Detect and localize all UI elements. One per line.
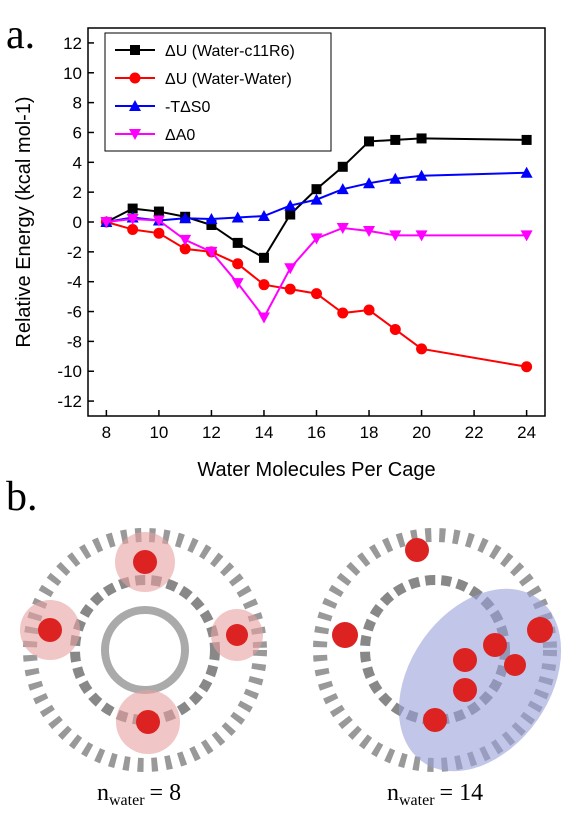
y-tick-label: -4: [67, 273, 82, 292]
point: [127, 224, 138, 235]
y-tick-label: 4: [73, 153, 82, 172]
y-tick-label: -2: [67, 243, 82, 262]
point: [312, 184, 322, 194]
y-axis-label: Relative Energy (kcal mol-1): [13, 96, 35, 347]
x-tick-label: 24: [517, 423, 536, 442]
caption: nwater = 8: [97, 780, 181, 809]
point: [390, 135, 400, 145]
point: [337, 308, 348, 319]
point: [258, 313, 270, 324]
y-tick-label: 6: [73, 123, 82, 142]
caption: nwater = 14: [387, 780, 483, 809]
point: [258, 279, 269, 290]
caption-text: = 14: [440, 780, 484, 806]
panel-label: b.: [6, 474, 38, 520]
x-tick-label: 20: [412, 423, 431, 442]
molecule-8: [20, 532, 263, 765]
point: [311, 194, 323, 205]
y-tick-label: 2: [73, 183, 82, 202]
y-tick-label: 8: [73, 94, 82, 113]
legend-label: -TΔS0: [165, 99, 210, 116]
point: [416, 343, 427, 354]
caption-symbol: n: [97, 780, 109, 806]
point: [311, 288, 322, 299]
x-tick-label: 10: [149, 423, 168, 442]
x-tick-label: 22: [465, 423, 484, 442]
point: [153, 228, 164, 239]
point: [285, 284, 296, 295]
point: [521, 361, 532, 372]
x-tick-label: 18: [360, 423, 379, 442]
caption-subscript: water: [109, 792, 145, 809]
y-tick-label: 0: [73, 213, 82, 232]
caption-text: = 8: [150, 780, 182, 806]
point: [390, 324, 401, 335]
point: [232, 258, 243, 269]
point: [233, 238, 243, 248]
x-tick-label: 14: [255, 423, 274, 442]
point: [364, 136, 374, 146]
molecule-14: [320, 535, 577, 802]
legend-marker: [130, 45, 140, 55]
y-tick-label: 12: [63, 34, 82, 53]
point: [417, 133, 427, 143]
caption-symbol: n: [387, 780, 399, 806]
point: [522, 135, 532, 145]
point: [259, 253, 269, 263]
point: [338, 162, 348, 172]
panel-label: a.: [6, 12, 35, 58]
legend-marker: [130, 73, 141, 84]
point: [284, 263, 296, 274]
x-axis-label: Water Molecules Per Cage: [197, 459, 435, 481]
x-tick-label: 12: [202, 423, 221, 442]
point: [179, 235, 191, 246]
y-tick-label: -10: [57, 362, 82, 381]
y-tick-label: -6: [67, 303, 82, 322]
figure: a. b. -12-10-8-6-4-202468101281012141618…: [0, 0, 577, 818]
point: [364, 305, 375, 316]
x-tick-label: 16: [307, 423, 326, 442]
y-tick-label: -12: [57, 392, 82, 411]
legend-label: ΔA0: [165, 127, 195, 144]
y-tick-label: 10: [63, 64, 82, 83]
molecule-images: [20, 532, 577, 802]
x-tick-label: 8: [102, 423, 111, 442]
legend-label: ΔU (Water-Water): [165, 71, 292, 88]
caption-subscript: water: [399, 792, 435, 809]
point: [285, 210, 295, 220]
legend-label: ΔU (Water-c11R6): [165, 43, 295, 60]
y-tick-label: -8: [67, 332, 82, 351]
